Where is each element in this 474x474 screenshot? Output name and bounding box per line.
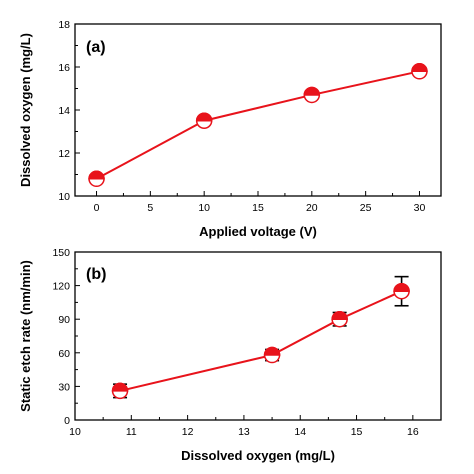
panel-a-x-tick-label: 15 — [252, 202, 264, 214]
panel-b-x-tick-label: 12 — [182, 426, 194, 438]
panel-b-x-tick-label: 15 — [351, 426, 363, 438]
panel-b-x-tick-label: 16 — [407, 426, 419, 438]
panel-a-plot-frame — [74, 23, 442, 197]
panel-a-x-tick-label: 30 — [414, 202, 426, 214]
panel-a-series-line — [96, 70, 420, 180]
panel-a-y-tick-label: 16 — [58, 62, 70, 74]
panel-b-y-tick-label: 150 — [52, 247, 70, 259]
panel-b-x-tick-label: 11 — [126, 426, 137, 438]
panel-a-data-point — [303, 86, 321, 104]
panel-a-x-tick-label: 5 — [147, 202, 153, 214]
panel-b-y-axis-label: Static etch rate (nm/min) — [18, 260, 33, 412]
panel-b-marker-fill — [331, 311, 348, 320]
panel-b-marker-fill — [393, 283, 410, 292]
panel-b-data-point — [393, 282, 410, 300]
panel-a-x-tick-label: 10 — [198, 202, 210, 214]
panel-b-data-point — [111, 382, 129, 400]
panel-b-data-point — [331, 310, 348, 328]
panel-a-marker-fill — [303, 86, 321, 96]
panel-a-data-point — [195, 112, 213, 129]
panel-b-series — [111, 275, 410, 400]
panel-a-x-axis-label: Applied voltage (V) — [199, 224, 317, 239]
panel-a: 0 5 10 15 20 25 30 10 12 14 16 18 (a) Applied volta… — [18, 19, 442, 239]
panel-a-x-tick-label: 20 — [306, 202, 318, 214]
panel-b: 10 11 12 13 14 15 16 0 30 60 90 120 150 (b) Dissolve… — [18, 247, 442, 463]
panel-a-data-point — [88, 170, 105, 188]
panel-b-x-tick-label: 13 — [238, 426, 250, 438]
panel-b-ticks: 10 11 12 13 14 15 16 0 30 60 90 120 150 — [52, 247, 418, 438]
panel-a-series — [88, 63, 428, 188]
panel-a-marker-fill — [195, 112, 213, 122]
panel-a-marker-fill — [88, 170, 105, 180]
panel-b-y-tick-label: 30 — [58, 381, 70, 393]
panel-b-y-tick-label: 60 — [58, 348, 70, 360]
panel-a-ticks: 0 5 10 15 20 25 30 10 12 14 16 18 — [58, 19, 425, 214]
panel-a-data-point — [411, 63, 428, 80]
panel-b-marker-fill — [111, 382, 129, 392]
panel-b-y-tick-label: 120 — [52, 281, 70, 293]
panel-a-x-tick-label: 0 — [94, 202, 100, 214]
panel-b-series-line — [119, 290, 402, 392]
panel-b-label: (b) — [86, 266, 106, 283]
panel-b-x-tick-label: 10 — [69, 426, 81, 438]
panel-a-y-tick-label: 18 — [58, 19, 70, 31]
panel-b-data-point — [263, 346, 281, 364]
panel-a-marker-fill — [411, 63, 428, 73]
panel-b-x-axis-label: Dissolved oxygen (mg/L) — [181, 448, 335, 463]
panel-b-y-tick-label: 90 — [58, 314, 70, 326]
panel-a-y-tick-label: 10 — [58, 191, 70, 203]
panel-a-label: (a) — [86, 39, 106, 56]
panel-a-y-tick-label: 12 — [58, 148, 70, 160]
panel-a-y-axis-label: Dissolved oxygen (mg/L) — [18, 33, 33, 187]
panel-b-plot-frame — [74, 251, 442, 421]
panel-a-x-tick-label: 25 — [360, 202, 372, 214]
panel-b-marker-fill — [263, 346, 281, 356]
panel-b-y-tick-label: 0 — [64, 415, 70, 427]
panel-a-y-tick-label: 14 — [58, 105, 70, 117]
panel-b-x-tick-label: 14 — [294, 426, 306, 438]
